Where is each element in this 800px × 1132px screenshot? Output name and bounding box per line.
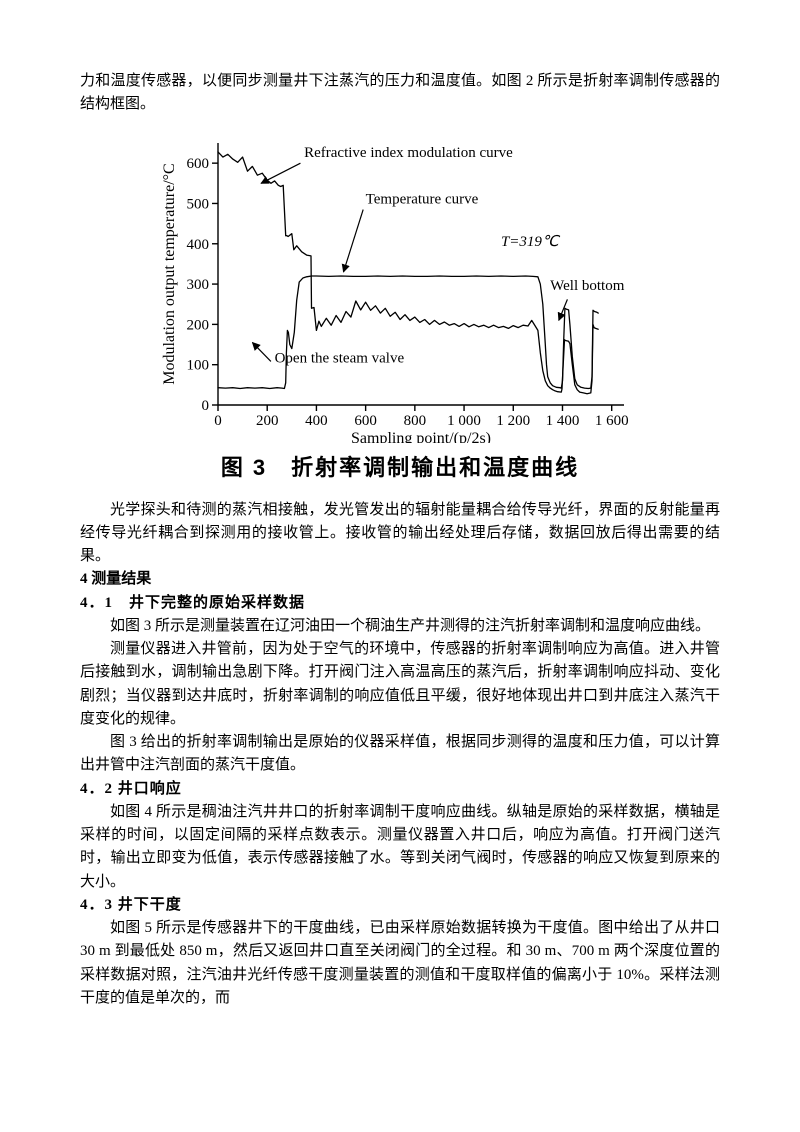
- svg-text:Modulation output temperature/: Modulation output temperature/°C: [161, 163, 178, 384]
- svg-text:1 600: 1 600: [595, 413, 629, 429]
- svg-text:800: 800: [404, 413, 427, 429]
- svg-text:400: 400: [187, 236, 210, 252]
- svg-text:Refractive index modulation cu: Refractive index modulation curve: [304, 145, 513, 161]
- svg-text:T=319℃: T=319℃: [501, 233, 561, 249]
- svg-text:200: 200: [187, 317, 210, 333]
- para-4-3: 如图 5 所示是传感器井下的干度曲线，已由采样原始数据转换为干度值。图中给出了从…: [80, 917, 720, 1010]
- svg-text:0: 0: [202, 398, 210, 414]
- svg-text:1 200: 1 200: [496, 413, 530, 429]
- para-optical-probe: 光学探头和待测的蒸汽相接触，发光管发出的辐射能量耦合给传导光纤，界面的反射能量再…: [80, 499, 720, 569]
- para-4-1-b: 测量仪器进入井管前，因为处于空气的环境中，传感器的折射率调制响应为高值。进入井管…: [80, 638, 720, 731]
- svg-text:Well bottom: Well bottom: [550, 278, 625, 294]
- para-4-1-a: 如图 3 所示是测量装置在辽河油田一个稠油生产井测得的注汽折射率调制和温度响应曲…: [80, 615, 720, 638]
- svg-text:Open the steam valve: Open the steam valve: [275, 350, 405, 366]
- svg-text:200: 200: [256, 413, 278, 429]
- para-4-2: 如图 4 所示是稠油注汽井井口的折射率调制干度响应曲线。纵轴是原始的采样数据，横…: [80, 801, 720, 894]
- section-4-3-head: 4．3 井下干度: [80, 894, 720, 917]
- para-4-1-c: 图 3 给出的折射率调制输出是原始的仪器采样值，根据同步测得的温度和压力值，可以…: [80, 731, 720, 778]
- svg-text:100: 100: [187, 357, 210, 373]
- svg-text:500: 500: [187, 196, 210, 212]
- svg-text:0: 0: [214, 413, 222, 429]
- section-4-head: 4 测量结果: [80, 568, 720, 591]
- figure-3-caption: 图 3 折射率调制输出和温度曲线: [80, 451, 720, 485]
- svg-text:Temperature curve: Temperature curve: [366, 191, 479, 207]
- svg-text:400: 400: [305, 413, 328, 429]
- svg-text:300: 300: [187, 277, 210, 293]
- section-4-2-head: 4．2 井口响应: [80, 778, 720, 801]
- section-4-1-head: 4．1 井下完整的原始采样数据: [80, 592, 720, 615]
- svg-text:1 400: 1 400: [546, 413, 580, 429]
- svg-text:1 000: 1 000: [447, 413, 481, 429]
- svg-text:600: 600: [354, 413, 377, 429]
- intro-paragraph: 力和温度传感器，以便同步测量井下注蒸汽的压力和温度值。如图 2 所示是折射率调制…: [80, 70, 720, 117]
- figure-3-chart-container: 0 100 200 300 400 500 600 0 200 400 600 800 1 000 1 2…: [80, 131, 720, 443]
- svg-text:600: 600: [187, 156, 210, 172]
- modulation-temperature-chart: 0 100 200 300 400 500 600 0 200 400 600 800 1 000 1 2…: [156, 131, 644, 443]
- svg-text:Sampling point/(p/2s): Sampling point/(p/2s): [351, 430, 491, 443]
